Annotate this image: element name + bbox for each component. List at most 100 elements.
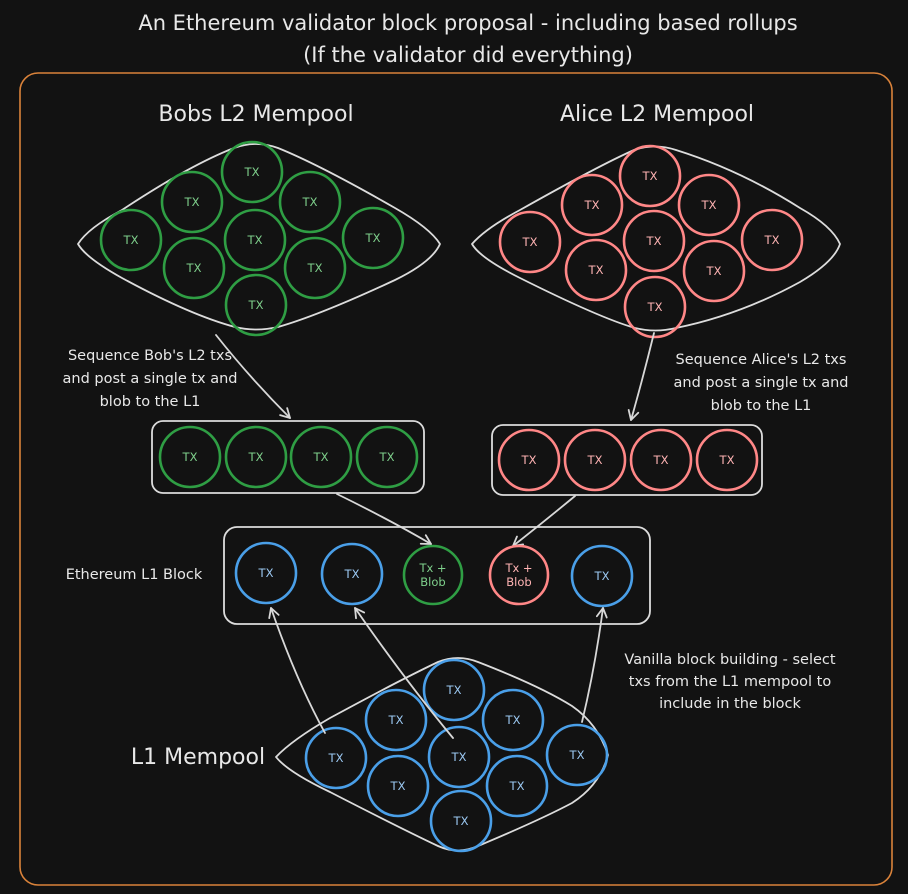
bob-note-line-1: Sequence Bob's L2 txs — [68, 348, 232, 364]
alice-mempool-tx-9-label: TX — [647, 300, 663, 314]
alice-batch-container — [491, 424, 763, 496]
alice-batch-tx-2: TX — [563, 428, 627, 492]
bob-mempool-tx-2-circle — [160, 170, 224, 234]
alice-mempool-tx-6-label: TX — [764, 233, 780, 247]
alice-mempool-tx-7-circle — [564, 238, 628, 302]
bob-sequence-arrow — [215, 334, 291, 419]
alice-mempool-tx-3-circle — [677, 173, 741, 237]
block-l1-tx-1-circle — [234, 541, 298, 605]
bob-mempool-tx-7: TX — [162, 236, 226, 300]
bob-mempool-tx-8-circle — [283, 236, 347, 300]
l1-mempool-tx-9: TX — [429, 789, 493, 853]
alice-sequence-arrow — [627, 332, 655, 421]
bob-mempool-tx-4: TX — [99, 208, 163, 272]
alice-batch-tx-1-circle — [497, 428, 561, 492]
l1-mempool-tx-4: TX — [304, 726, 368, 790]
bob-mempool-tx-6-label: TX — [365, 231, 381, 245]
bob-batch-tx-4-label: TX — [379, 450, 395, 464]
bob-batch-to-block-arrow — [336, 493, 432, 545]
bob-batch-tx-2-label: TX — [248, 450, 264, 464]
bob-mempool-heading: Bobs L2 Mempool — [158, 102, 353, 127]
l1-mempool-tx-4-circle — [304, 726, 368, 790]
alice-mempool-tx-5-circle — [622, 209, 686, 273]
block-bob-tx-blob-label: Blob — [420, 575, 445, 589]
l1-mempool-tx-7-circle — [366, 754, 430, 818]
building-note-line-3: include in the block — [659, 696, 801, 712]
alice-mempool-tx-3: TX — [677, 173, 741, 237]
l1-block-container — [223, 526, 651, 625]
building-note-line-1: Vanilla block building - select — [624, 652, 835, 668]
alice-batch-tx-1: TX — [497, 428, 561, 492]
alice-mempool-tx-9: TX — [623, 275, 687, 339]
alice-mempool-tx-2: TX — [560, 173, 624, 237]
bob-batch-tx-1-circle — [158, 425, 222, 489]
alice-batch-tx-4: TX — [695, 428, 759, 492]
l1-mempool-tx-8-label: TX — [509, 779, 525, 793]
alice-mempool-tx-1-circle — [618, 144, 682, 208]
bob-mempool-tx-4-circle — [99, 208, 163, 272]
l1-mempool-tx-3-circle — [481, 688, 545, 752]
alice-mempool-tx-5: TX — [622, 209, 686, 273]
alice-note-line-2: and post a single tx and — [674, 375, 849, 391]
l1-mempool-to-block-tx-1-arrow — [268, 607, 326, 734]
bob-mempool-tx-7-circle — [162, 236, 226, 300]
l1-mempool-tx-5-label: TX — [451, 750, 467, 764]
l1-mempool-tx-5: TX — [427, 725, 491, 789]
bob-batch-tx-1: TX — [158, 425, 222, 489]
diagram-title-line-2: (If the validator did everything) — [303, 43, 633, 67]
l1-mempool-tx-1-circle — [422, 658, 486, 722]
alice-batch-tx-3-label: TX — [653, 453, 669, 467]
alice-mempool-tx-4-circle — [498, 210, 562, 274]
l1-mempool-tx-2-label: TX — [388, 713, 404, 727]
bob-batch-tx-2-circle — [224, 425, 288, 489]
bob-batch-tx-2: TX — [224, 425, 288, 489]
alice-batch-transactions: TX TX TX TX — [497, 428, 759, 492]
alice-note-line-1: Sequence Alice's L2 txs — [676, 352, 847, 368]
alice-batch-tx-1-label: TX — [521, 453, 537, 467]
bob-mempool-tx-7-label: TX — [186, 261, 202, 275]
l1-mempool-heading: L1 Mempool — [131, 745, 265, 770]
block-l1-tx-3: TX — [570, 544, 634, 608]
alice-batch-tx-3-circle — [629, 428, 693, 492]
l1-mempool-tx-6-circle — [545, 723, 609, 787]
block-alice-tx-blob: Tx +Blob — [488, 544, 550, 606]
bob-mempool-tx-1-circle — [220, 140, 284, 204]
bob-batch-tx-4: TX — [355, 425, 419, 489]
bob-mempool-container — [77, 143, 441, 331]
bob-mempool-tx-8-label: TX — [307, 261, 323, 275]
bob-batch-transactions: TX TX TX TX — [158, 425, 419, 489]
block-alice-tx-blob-label: Tx + — [504, 561, 532, 575]
l1-mempool-to-block-tx-2-arrow — [354, 607, 454, 739]
bob-mempool-tx-2: TX — [160, 170, 224, 234]
block-l1-tx-2: TX — [320, 542, 384, 606]
bob-mempool-tx-1: TX — [220, 140, 284, 204]
vanilla-block-building-note: Vanilla block building - select txs from… — [624, 652, 835, 712]
bob-batch-tx-3-label: TX — [313, 450, 329, 464]
bob-mempool-tx-3: TX — [278, 170, 342, 234]
alice-batch-tx-2-label: TX — [587, 453, 603, 467]
l1-mempool-tx-1-label: TX — [446, 683, 462, 697]
alice-note-line-3: blob to the L1 — [711, 398, 812, 414]
alice-mempool-tx-2-circle — [560, 173, 624, 237]
alice-mempool-tx-5-label: TX — [646, 234, 662, 248]
block-bob-tx-blob-circle — [402, 544, 464, 606]
bob-batch-tx-1-label: TX — [182, 450, 198, 464]
diagram-title-line-1: An Ethereum validator block proposal - i… — [138, 11, 797, 35]
alice-mempool-tx-8: TX — [682, 239, 746, 303]
block-alice-tx-blob-circle — [488, 544, 550, 606]
bob-mempool-tx-9: TX — [224, 273, 288, 337]
bob-note-line-3: blob to the L1 — [100, 394, 201, 410]
l1-mempool-tx-8: TX — [485, 754, 549, 818]
alice-mempool-tx-7: TX — [564, 238, 628, 302]
bob-mempool-tx-9-circle — [224, 273, 288, 337]
bob-mempool-tx-4-label: TX — [123, 233, 139, 247]
alice-mempool-tx-4-label: TX — [522, 235, 538, 249]
bob-sequencing-note: Sequence Bob's L2 txs and post a single … — [63, 348, 238, 410]
l1-mempool-to-block-tx-3-arrow — [581, 607, 608, 723]
bob-mempool-tx-9-label: TX — [248, 298, 264, 312]
l1-mempool-tx-7: TX — [366, 754, 430, 818]
l1-mempool-tx-3-label: TX — [505, 713, 521, 727]
block-bob-tx-blob: Tx +Blob — [402, 544, 464, 606]
alice-mempool-tx-8-circle — [682, 239, 746, 303]
